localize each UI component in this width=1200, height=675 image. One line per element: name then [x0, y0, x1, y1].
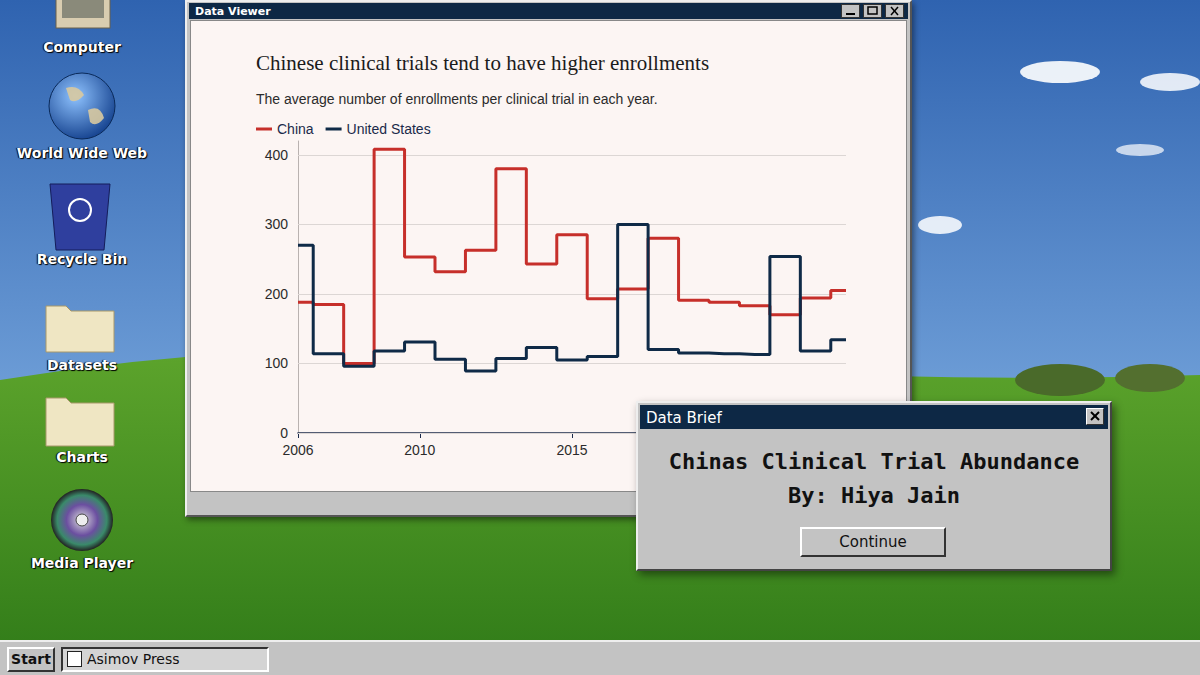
- html-text:Continue: Continue: [839, 533, 907, 551]
- svg-text:2015: 2015: [556, 442, 587, 458]
- html-text:Data Viewer: Data Viewer: [195, 5, 271, 18]
- svg-text:100: 100: [265, 355, 289, 371]
- html-text:World Wide Web: World Wide Web: [16, 145, 148, 161]
- html-text:Chinas Clinical Trial Abundanc: Chinas Clinical Trial Abundance: [668, 449, 1080, 474]
- html-text:Start: Start: [11, 651, 51, 667]
- svg-text:200: 200: [265, 286, 289, 302]
- html-text:Charts: Charts: [56, 449, 108, 465]
- svg-text:Chinese clinical trials tend t: Chinese clinical trials tend to have hig…: [256, 51, 709, 75]
- svg-text:United States: United States: [347, 121, 431, 137]
- svg-text:The average number of enrollme: The average number of enrollments per cl…: [256, 91, 658, 107]
- html-text:Recycle Bin: Recycle Bin: [36, 251, 128, 267]
- svg-text:2010: 2010: [404, 442, 435, 458]
- html-text:Asimov Press: Asimov Press: [87, 651, 180, 667]
- svg-text:300: 300: [265, 216, 289, 232]
- html-text:Computer: Computer: [43, 39, 121, 55]
- html-text:Data Brief: Data Brief: [646, 409, 722, 427]
- svg-text:China: China: [277, 121, 314, 137]
- html-text:Media Player: Media Player: [30, 555, 134, 571]
- svg-text:2006: 2006: [282, 442, 313, 458]
- svg-text:0: 0: [280, 425, 288, 441]
- html-text:By: Hiya Jain: By: Hiya Jain: [787, 483, 961, 508]
- html-text:Datasets: Datasets: [47, 357, 117, 373]
- svg-text:400: 400: [265, 147, 289, 163]
